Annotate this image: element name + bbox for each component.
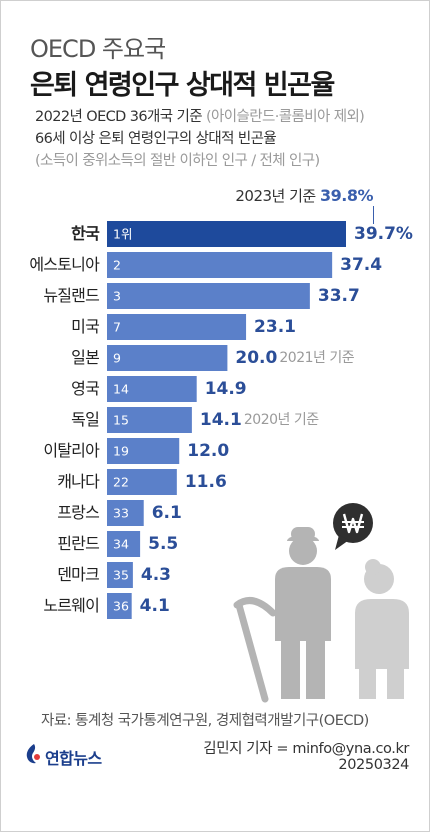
value-label: 5.5 bbox=[148, 534, 178, 554]
yonhap-logo-text: 연합뉴스 bbox=[45, 749, 102, 768]
bar bbox=[107, 562, 133, 588]
bar bbox=[107, 407, 192, 433]
bar bbox=[107, 438, 180, 464]
bar bbox=[107, 500, 144, 526]
bar bbox=[107, 469, 177, 495]
annotation-2023-value: 39.8% bbox=[319, 186, 374, 205]
bar bbox=[107, 531, 141, 557]
rank-label: 33 bbox=[113, 506, 129, 521]
won-speech-bubble-icon bbox=[333, 503, 373, 550]
rank-label: 15 bbox=[113, 413, 129, 428]
value-label: 23.1 bbox=[254, 317, 296, 337]
annotation-2023-connector bbox=[373, 206, 374, 224]
bar bbox=[107, 314, 247, 340]
value-label: 4.3 bbox=[141, 565, 171, 585]
category-label: 덴마크 bbox=[57, 565, 99, 584]
value-label: 14.1 bbox=[200, 410, 242, 430]
title-line-1: OECD 주요국 bbox=[30, 35, 166, 63]
category-label: 노르웨이 bbox=[43, 596, 99, 615]
bar bbox=[107, 252, 333, 278]
category-label: 뉴질랜드 bbox=[43, 286, 99, 305]
title-line-2: 은퇴 연령인구 상대적 빈곤율 bbox=[30, 70, 335, 101]
bar bbox=[107, 345, 228, 371]
source-note: 자료: 통계청 국가통계연구원, 경제협력개발기구(OECD) bbox=[41, 713, 369, 729]
publish-date: 20250324 bbox=[338, 757, 409, 773]
elderly-couple-icon bbox=[233, 503, 409, 703]
rank-label: 34 bbox=[113, 537, 129, 552]
value-label: 39.7% bbox=[354, 224, 413, 244]
rank-label: 35 bbox=[113, 568, 129, 583]
category-label: 핀란드 bbox=[57, 534, 99, 553]
value-label: 37.4 bbox=[340, 255, 382, 275]
rank-label: 2 bbox=[113, 258, 121, 273]
rank-label: 1위 bbox=[113, 227, 132, 242]
bar-chart: 한국 1위 39.7% 에스토니아 2 37.4 뉴질랜드 3 33.7 미국 7 23.1 일본 9 20… bbox=[29, 221, 413, 703]
bar bbox=[107, 593, 132, 619]
reporter-credit: 김민지 기자 = minfo@yna.co.kr bbox=[203, 741, 409, 757]
value-label: 14.9 bbox=[205, 379, 247, 399]
rank-label: 7 bbox=[113, 320, 121, 335]
category-label: 캐나다 bbox=[57, 472, 100, 491]
description-basis: 2022년 OECD 36개국 기준 bbox=[35, 109, 203, 125]
bar bbox=[107, 376, 197, 402]
bar bbox=[107, 283, 310, 309]
description-line-1: 2022년 OECD 36개국 기준 (아이슬란드·콜롬비아 제외) bbox=[35, 105, 365, 126]
annotation-2023-label: 2023년 기준 bbox=[235, 187, 316, 205]
category-label: 독일 bbox=[71, 410, 99, 429]
rank-label: 19 bbox=[113, 444, 129, 459]
bar bbox=[107, 221, 346, 247]
category-label: 이탈리아 bbox=[43, 441, 100, 460]
category-label: 미국 bbox=[71, 317, 99, 336]
value-label: 11.6 bbox=[185, 472, 227, 492]
bar-note: 2021년 기준 bbox=[279, 350, 354, 366]
category-label: 한국 bbox=[71, 224, 100, 243]
category-label: 프랑스 bbox=[57, 503, 99, 522]
value-label: 6.1 bbox=[152, 503, 182, 523]
value-label: 20.0 bbox=[235, 348, 277, 368]
description-exclusion-note: (아이슬란드·콜롬비아 제외) bbox=[205, 109, 365, 125]
rank-label: 36 bbox=[113, 599, 129, 614]
category-label: 일본 bbox=[71, 348, 99, 367]
value-label: 4.1 bbox=[140, 596, 170, 616]
annotation-2023: 2023년 기준 39.8% bbox=[235, 185, 373, 206]
description-line-3: (소득이 중위소득의 절반 이하인 인구 / 전체 인구) bbox=[35, 153, 320, 169]
category-label: 영국 bbox=[71, 379, 99, 398]
bar-note: 2020년 기준 bbox=[244, 412, 319, 428]
yonhap-logo-icon bbox=[26, 744, 40, 764]
value-label: 33.7 bbox=[318, 286, 360, 306]
rank-label: 14 bbox=[113, 382, 129, 397]
rank-label: 3 bbox=[113, 289, 121, 304]
rank-label: 22 bbox=[113, 475, 129, 490]
value-label: 12.0 bbox=[187, 441, 229, 461]
description-line-2: 66세 이상 은퇴 연령인구의 상대적 빈곤율 bbox=[35, 131, 277, 147]
rank-label: 9 bbox=[113, 351, 121, 366]
category-label: 에스토니아 bbox=[29, 255, 100, 274]
